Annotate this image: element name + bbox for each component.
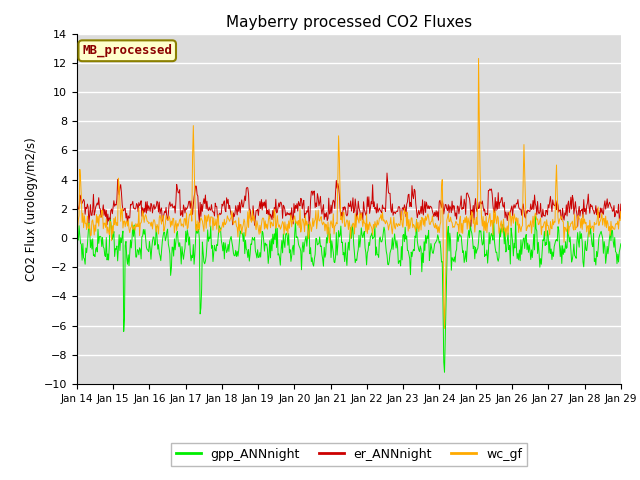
wc_gf	[431, 225, 438, 231]
gpp_ANNnight	[415, 247, 422, 252]
wc_gf	[441, 325, 449, 331]
wc_gf	[415, 228, 422, 234]
er_ANNnight	[431, 213, 439, 219]
gpp_ANNnight	[83, 250, 90, 255]
er_ANNnight	[83, 206, 90, 212]
gpp_ANNnight	[73, 230, 81, 236]
Title: Mayberry processed CO2 Fluxes: Mayberry processed CO2 Fluxes	[226, 15, 472, 30]
gpp_ANNnight	[441, 370, 449, 375]
gpp_ANNnight	[431, 241, 438, 247]
gpp_ANNnight	[139, 233, 147, 239]
wc_gf	[194, 228, 202, 234]
Text: MB_processed: MB_processed	[82, 44, 172, 58]
er_ANNnight	[416, 212, 424, 217]
gpp_ANNnight	[223, 250, 230, 255]
er_ANNnight	[467, 224, 475, 229]
er_ANNnight	[383, 170, 391, 176]
wc_gf	[73, 221, 81, 227]
wc_gf	[83, 227, 90, 232]
wc_gf	[475, 56, 483, 61]
er_ANNnight	[617, 201, 625, 207]
Line: gpp_ANNnight: gpp_ANNnight	[77, 216, 621, 372]
er_ANNnight	[194, 193, 202, 199]
wc_gf	[223, 219, 230, 225]
er_ANNnight	[73, 207, 81, 213]
Line: wc_gf: wc_gf	[77, 59, 621, 328]
wc_gf	[139, 208, 147, 214]
gpp_ANNnight	[531, 213, 539, 219]
gpp_ANNnight	[194, 229, 202, 235]
Legend: gpp_ANNnight, er_ANNnight, wc_gf: gpp_ANNnight, er_ANNnight, wc_gf	[171, 443, 527, 466]
er_ANNnight	[139, 205, 147, 211]
gpp_ANNnight	[617, 241, 625, 247]
Y-axis label: CO2 Flux (urology/m2/s): CO2 Flux (urology/m2/s)	[25, 137, 38, 281]
er_ANNnight	[223, 195, 230, 201]
Line: er_ANNnight: er_ANNnight	[77, 173, 621, 227]
wc_gf	[617, 209, 625, 215]
